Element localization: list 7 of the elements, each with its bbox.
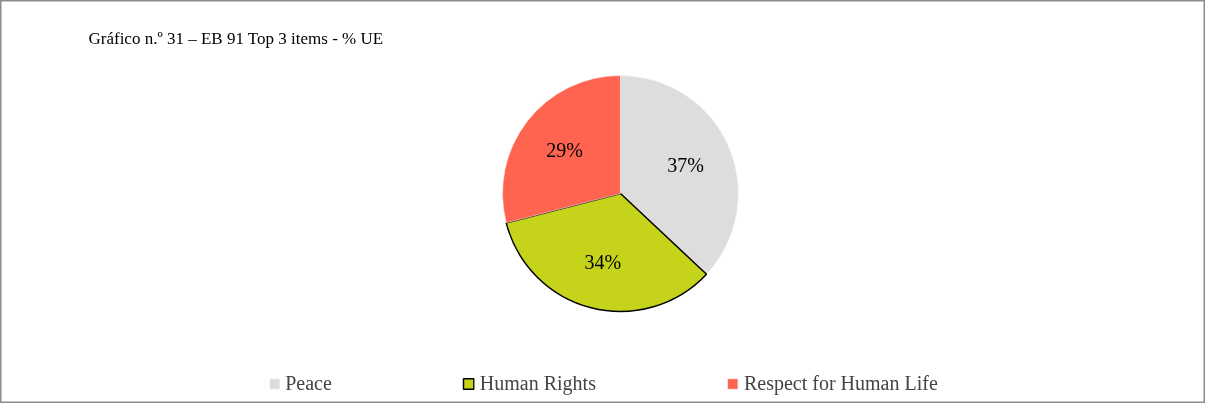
data-label: 37% — [667, 154, 704, 177]
chart-title: Gráfico n.º 31 – EB 91 Top 3 items - % UE — [88, 29, 384, 48]
data-label: 34% — [584, 251, 622, 274]
legend-label: Respect for Human Life — [743, 372, 938, 395]
legend-label: Peace — [285, 372, 332, 395]
data-label: 29% — [546, 139, 583, 162]
legend-label: Human Rights — [479, 372, 596, 395]
